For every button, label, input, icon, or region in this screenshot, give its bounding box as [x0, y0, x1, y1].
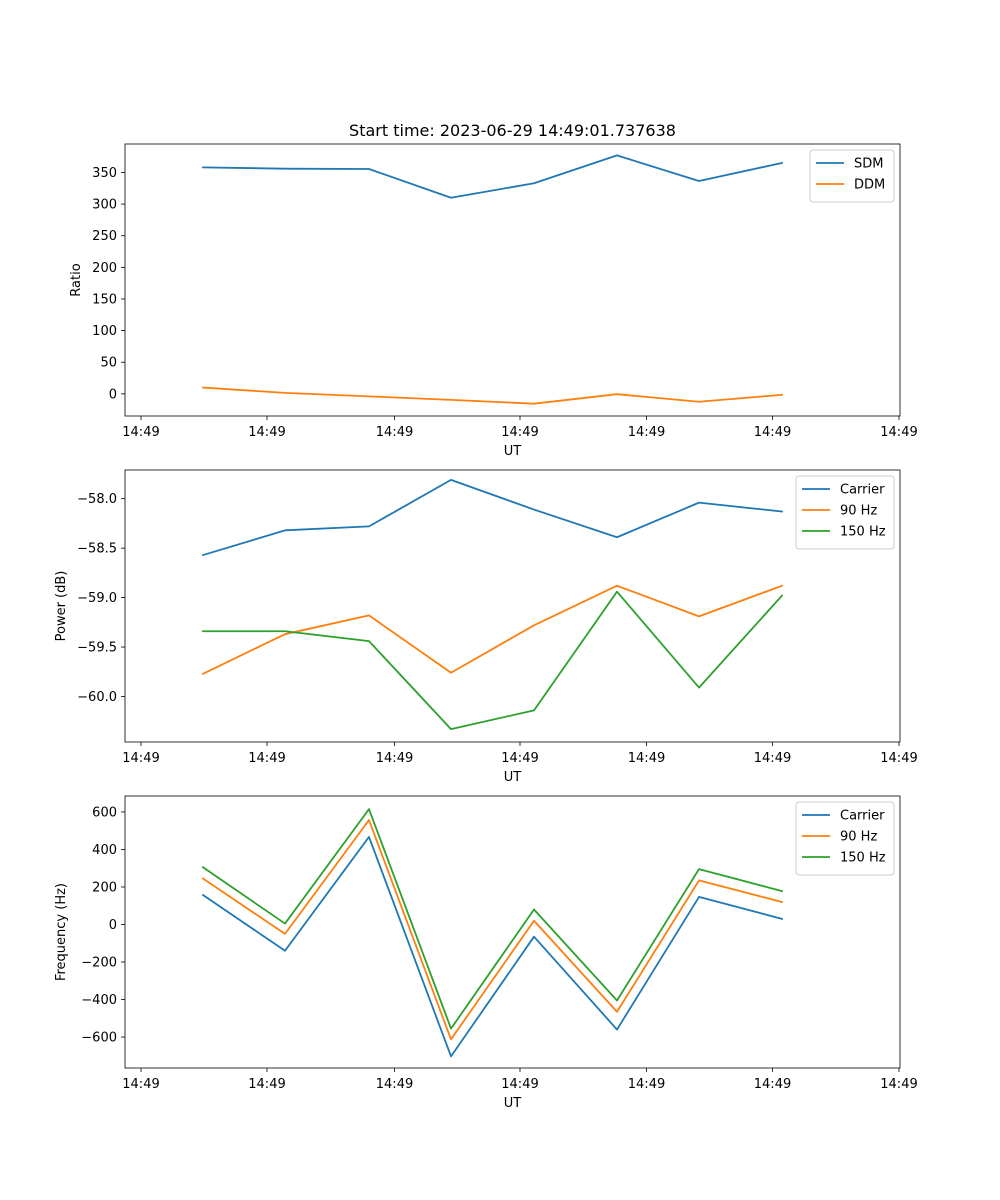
x-tick-label: 14:49 — [376, 425, 413, 440]
legend: Carrier 90 Hz 150 Hz — [795, 801, 895, 876]
x-tick-label: 14:49 — [880, 751, 917, 766]
series-line-sdm — [202, 154, 784, 199]
x-tick-label: 14:49 — [880, 425, 917, 440]
y-tick-label: 100 — [92, 324, 117, 339]
chart-title: Start time: 2023-06-29 14:49:01.737638 — [349, 121, 676, 140]
legend-label: DDM — [854, 178, 885, 193]
x-tick-label: 14:49 — [880, 1077, 917, 1092]
y-axis-label: Frequency (Hz) — [54, 883, 69, 981]
y-tick-label: −59.0 — [77, 591, 117, 606]
y-tick-label: 400 — [92, 843, 117, 858]
y-tick-label: 0 — [109, 387, 117, 402]
x-tick-label: 14:49 — [628, 425, 665, 440]
y-tick-label: −400 — [81, 993, 117, 1008]
legend-label: 90 Hz — [840, 830, 877, 845]
y-axis-label: Ratio — [69, 263, 84, 296]
legend-label: 150 Hz — [840, 851, 886, 866]
y-tick-label: 200 — [92, 880, 117, 895]
y-tick-label: −58.5 — [77, 542, 117, 557]
x-tick-label: 14:49 — [501, 1077, 538, 1092]
x-axis-label: UT — [504, 770, 522, 785]
legend: Carrier 90 Hz 150 Hz — [795, 475, 895, 550]
x-tick-label: 14:49 — [248, 751, 285, 766]
y-tick-label: 250 — [92, 229, 117, 244]
series-line-carrier — [201, 835, 784, 1058]
series-line-ddm — [202, 386, 783, 405]
y-tick-label: 50 — [100, 356, 117, 371]
x-tick-label: 14:49 — [628, 1077, 665, 1092]
subplot-2: 14:49 14:49 14:49 14:49 14:49 14:49 14:49 −60.0… — [54, 469, 918, 785]
legend-label: 90 Hz — [840, 504, 877, 519]
y-tick-label: 0 — [109, 918, 117, 933]
legend-label: 150 Hz — [840, 525, 886, 540]
x-tick-label: 14:49 — [754, 1077, 791, 1092]
series-line-90-hz — [201, 584, 784, 675]
x-tick-label: 14:49 — [501, 425, 538, 440]
series-line-90-hz — [201, 819, 784, 1041]
y-tick-label: 600 — [92, 805, 117, 820]
y-tick-label: −200 — [81, 956, 117, 971]
axes-frame — [124, 469, 901, 743]
y-tick-label: −60.0 — [77, 690, 117, 705]
x-tick-label: 14:49 — [628, 751, 665, 766]
x-tick-label: 14:49 — [501, 751, 538, 766]
axes-frame — [124, 143, 901, 417]
x-axis-label: UT — [504, 444, 522, 459]
x-tick-label: 14:49 — [754, 751, 791, 766]
subplot-1: 14:49 14:49 14:49 14:49 14:49 14:49 14:49 0 50 10… — [69, 143, 918, 459]
y-tick-label: 350 — [92, 166, 117, 181]
legend-label: SDM — [854, 157, 883, 172]
subplot-3: 14:49 14:49 14:49 14:49 14:49 14:49 14:49 −600 −… — [54, 795, 918, 1111]
x-tick-label: 14:49 — [376, 1077, 413, 1092]
series-line-150-hz — [201, 808, 784, 1030]
x-axis-label: UT — [504, 1096, 522, 1111]
x-tick-label: 14:49 — [376, 751, 413, 766]
legend-label: Carrier — [840, 809, 885, 824]
x-tick-label: 14:49 — [248, 1077, 285, 1092]
legend: SDM DDM — [809, 149, 895, 203]
x-tick-label: 14:49 — [122, 425, 159, 440]
x-tick-label: 14:49 — [122, 751, 159, 766]
y-tick-label: 200 — [92, 261, 117, 276]
x-tick-label: 14:49 — [122, 1077, 159, 1092]
legend-label: Carrier — [840, 483, 885, 498]
series-line-carrier — [201, 478, 783, 557]
y-tick-label: 150 — [92, 292, 117, 307]
series-line-150-hz — [202, 590, 784, 731]
y-axis-label: Power (dB) — [54, 571, 69, 642]
x-tick-label: 14:49 — [248, 425, 285, 440]
x-tick-label: 14:49 — [754, 425, 791, 440]
y-tick-label: −59.5 — [77, 641, 117, 656]
y-tick-label: −58.0 — [77, 492, 117, 507]
axes-frame — [124, 795, 901, 1069]
y-tick-label: −600 — [81, 1031, 117, 1046]
y-tick-label: 300 — [92, 198, 117, 213]
